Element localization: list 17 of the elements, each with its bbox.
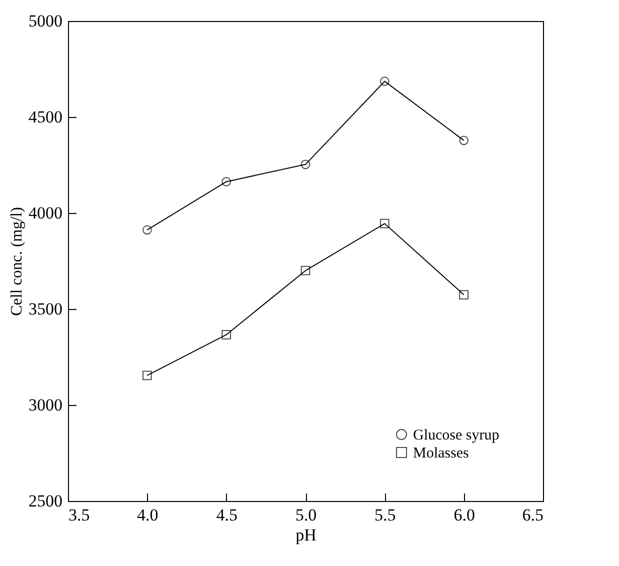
x-tick-label: 6.0 — [454, 506, 475, 524]
legend-label: Molasses — [413, 446, 469, 462]
y-tick-label: 4500 — [28, 108, 62, 126]
y-tick-label: 4000 — [28, 204, 62, 222]
x-tick-label: 5.0 — [295, 506, 317, 524]
y-tick-label: 3000 — [28, 396, 62, 414]
x-tick-label: 3.5 — [68, 506, 90, 524]
x-tick-label: 4.0 — [137, 506, 158, 524]
x-tick-label: 6.5 — [522, 506, 544, 524]
y-axis-title: Cell conc. (mg/l) — [8, 207, 26, 316]
x-axis-title: pH — [296, 526, 316, 544]
y-tick-label: 5000 — [28, 12, 62, 30]
x-tick-label: 4.5 — [216, 506, 238, 524]
x-tick-label: 5.5 — [374, 506, 396, 524]
y-tick-label: 2500 — [28, 492, 62, 510]
y-tick-label: 3500 — [28, 300, 62, 318]
legend-label: Glucose syrup — [413, 428, 500, 444]
